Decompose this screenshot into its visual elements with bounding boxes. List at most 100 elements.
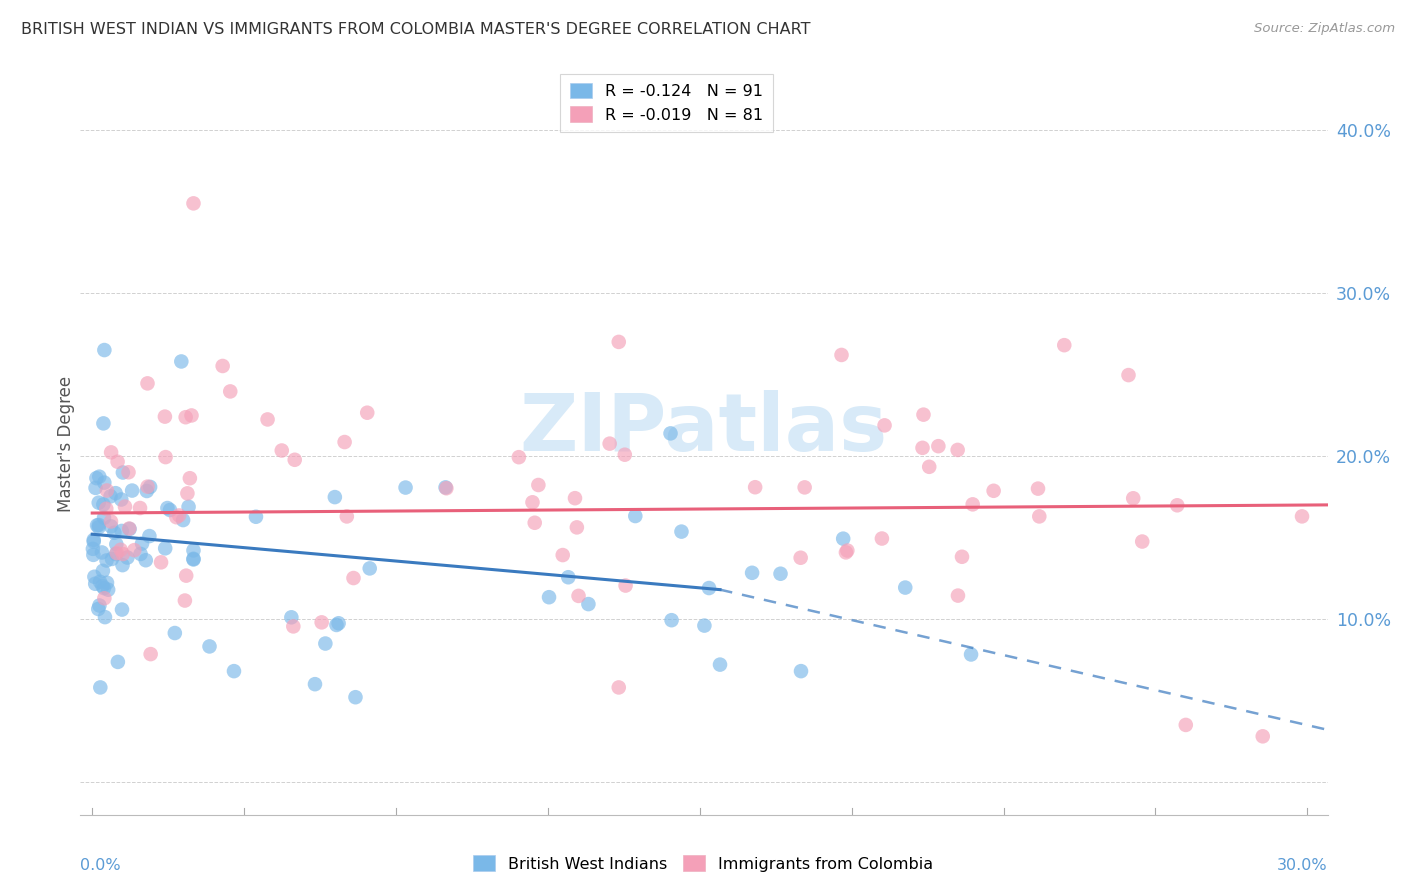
British West Indians: [94, 610, 117, 624]
British West Indians: [82, 548, 104, 562]
Immigrants from Colombia: [983, 483, 1005, 498]
British West Indians: [222, 664, 245, 678]
British West Indians: [96, 553, 118, 567]
British West Indians: [87, 602, 110, 616]
British West Indians: [138, 529, 160, 543]
British West Indians: [135, 483, 157, 498]
British West Indians: [87, 496, 110, 510]
British West Indians: [83, 533, 105, 547]
British West Indians: [110, 492, 132, 507]
British West Indians: [89, 574, 111, 589]
British West Indians: [93, 498, 115, 512]
Immigrants from Colombia: [118, 522, 141, 536]
Legend: British West Indians, Immigrants from Colombia: British West Indians, Immigrants from Co…: [465, 847, 941, 880]
British West Indians: [769, 566, 792, 581]
Immigrants from Colombia: [173, 593, 195, 607]
British West Indians: [280, 610, 302, 624]
Immigrants from Colombia: [918, 459, 941, 474]
British West Indians: [159, 503, 181, 517]
Immigrants from Colombia: [167, 508, 190, 523]
Immigrants from Colombia: [551, 548, 574, 562]
Immigrants from Colombia: [607, 681, 630, 695]
Immigrants from Colombia: [567, 589, 589, 603]
British West Indians: [105, 537, 128, 551]
Immigrants from Colombia: [114, 500, 136, 514]
Immigrants from Colombia: [523, 516, 546, 530]
British West Indians: [82, 541, 104, 556]
Immigrants from Colombia: [336, 509, 359, 524]
Immigrants from Colombia: [342, 571, 364, 585]
British West Indians: [328, 616, 350, 631]
Immigrants from Colombia: [165, 510, 187, 524]
British West Indians: [325, 618, 347, 632]
British West Indians: [135, 553, 157, 567]
Immigrants from Colombia: [100, 445, 122, 459]
British West Indians: [100, 489, 122, 503]
Immigrants from Colombia: [613, 448, 636, 462]
British West Indians: [100, 519, 122, 533]
Immigrants from Colombia: [311, 615, 333, 630]
Text: Source: ZipAtlas.com: Source: ZipAtlas.com: [1254, 22, 1395, 36]
British West Indians: [93, 417, 115, 431]
Immigrants from Colombia: [1130, 534, 1153, 549]
British West Indians: [697, 581, 720, 595]
Immigrants from Colombia: [564, 491, 586, 505]
Immigrants from Colombia: [183, 196, 205, 211]
British West Indians: [183, 543, 205, 558]
Immigrants from Colombia: [179, 471, 201, 485]
Immigrants from Colombia: [96, 483, 118, 498]
Immigrants from Colombia: [150, 555, 173, 569]
Immigrants from Colombia: [1174, 718, 1197, 732]
Immigrants from Colombia: [565, 520, 588, 534]
British West Indians: [111, 524, 134, 538]
Immigrants from Colombia: [912, 408, 935, 422]
Immigrants from Colombia: [256, 412, 278, 426]
Immigrants from Colombia: [111, 547, 134, 561]
British West Indians: [578, 597, 600, 611]
British West Indians: [894, 581, 917, 595]
Immigrants from Colombia: [153, 409, 176, 424]
Text: 30.0%: 30.0%: [1277, 858, 1327, 872]
British West Indians: [89, 599, 111, 613]
Immigrants from Colombia: [1166, 498, 1188, 512]
Immigrants from Colombia: [93, 591, 115, 606]
Text: BRITISH WEST INDIAN VS IMMIGRANTS FROM COLOMBIA MASTER'S DEGREE CORRELATION CHAR: BRITISH WEST INDIAN VS IMMIGRANTS FROM C…: [21, 22, 811, 37]
Text: ZIPatlas: ZIPatlas: [520, 390, 889, 468]
Immigrants from Colombia: [174, 410, 197, 425]
British West Indians: [107, 655, 129, 669]
British West Indians: [153, 541, 176, 556]
British West Indians: [86, 518, 108, 533]
British West Indians: [177, 500, 200, 514]
Immigrants from Colombia: [946, 442, 969, 457]
British West Indians: [91, 579, 114, 593]
Legend: R = -0.124   N = 91, R = -0.019   N = 81: R = -0.124 N = 91, R = -0.019 N = 81: [560, 73, 772, 132]
Immigrants from Colombia: [107, 455, 129, 469]
Immigrants from Colombia: [835, 545, 858, 559]
British West Indians: [709, 657, 731, 672]
British West Indians: [93, 343, 115, 357]
British West Indians: [198, 640, 221, 654]
Y-axis label: Master's Degree: Master's Degree: [58, 376, 75, 512]
British West Indians: [659, 426, 682, 441]
Text: 0.0%: 0.0%: [80, 858, 121, 872]
Immigrants from Colombia: [744, 480, 766, 494]
British West Indians: [97, 582, 120, 597]
British West Indians: [537, 590, 560, 604]
British West Indians: [314, 636, 336, 650]
British West Indians: [624, 509, 647, 524]
Immigrants from Colombia: [1118, 368, 1140, 382]
British West Indians: [394, 481, 416, 495]
Immigrants from Colombia: [117, 465, 139, 479]
British West Indians: [111, 466, 134, 480]
British West Indians: [183, 551, 205, 566]
Immigrants from Colombia: [789, 550, 811, 565]
British West Indians: [111, 602, 134, 616]
Immigrants from Colombia: [508, 450, 530, 465]
British West Indians: [96, 575, 118, 590]
British West Indians: [323, 490, 346, 504]
Immigrants from Colombia: [270, 443, 292, 458]
Immigrants from Colombia: [284, 452, 307, 467]
Immigrants from Colombia: [136, 376, 159, 391]
Immigrants from Colombia: [927, 439, 949, 453]
British West Indians: [172, 513, 194, 527]
